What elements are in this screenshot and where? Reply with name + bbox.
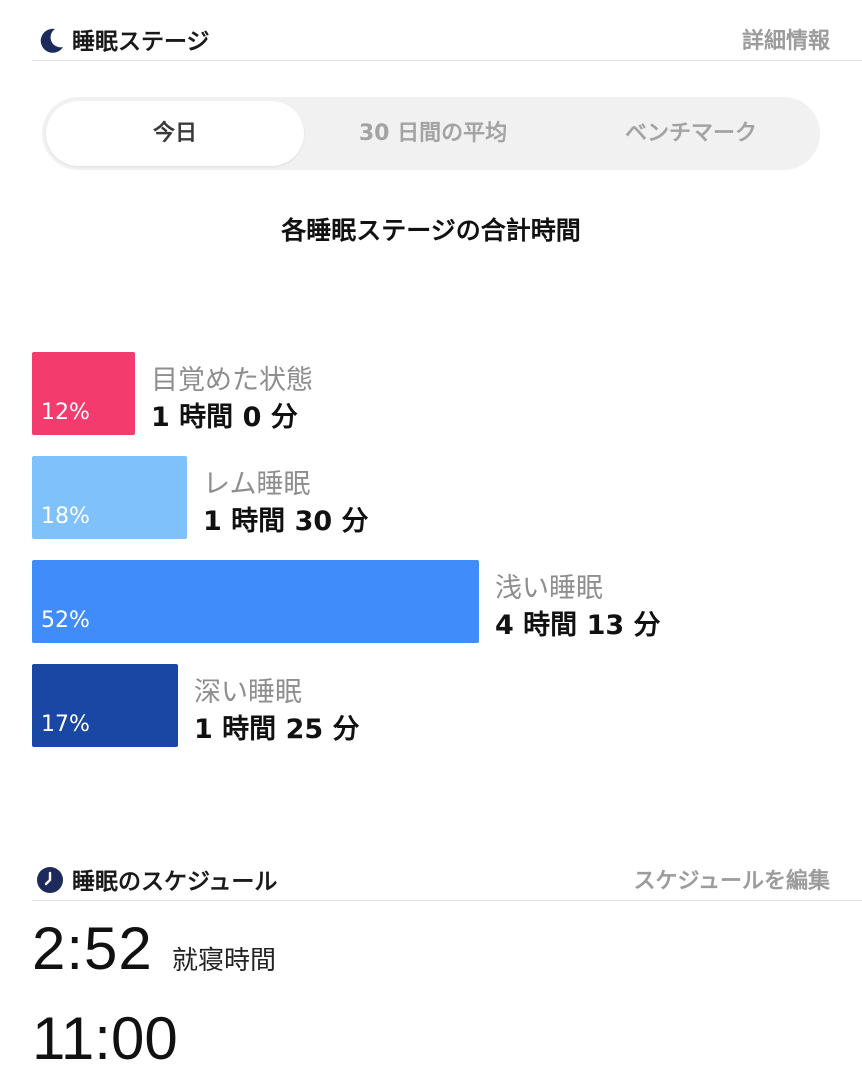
- section-title: 睡眠のスケジュール: [72, 869, 278, 895]
- bar-awake: 12%: [32, 352, 135, 435]
- stage-label-deep: 深い睡眠: [194, 677, 302, 708]
- stage-label-rem: レム睡眠: [203, 469, 311, 500]
- edit-schedule-link[interactable]: スケジュールを編集: [633, 869, 830, 894]
- bedtime-value: 2:52: [32, 915, 153, 982]
- bar-percent-label: 17%: [41, 712, 90, 737]
- moon-icon: [36, 26, 66, 60]
- stage-duration-awake: 1 時間 0 分: [151, 402, 298, 433]
- bedtime-label: 就寝時間: [172, 946, 277, 976]
- stage-label-light: 浅い睡眠: [495, 573, 603, 604]
- chart-title: 各睡眠ステージの合計時間: [281, 216, 581, 245]
- tab-30-day-average[interactable]: 30 日間の平均: [358, 121, 508, 146]
- sleep-stages-header: 睡眠ステージ 詳細情報: [32, 0, 862, 61]
- waketime-value: 11:00: [32, 1005, 178, 1072]
- stage-label-awake: 目覚めた状態: [151, 365, 313, 396]
- bar-percent-label: 18%: [41, 504, 90, 529]
- bar-rem: 18%: [32, 456, 187, 539]
- sleep-schedule-header: 睡眠のスケジュール スケジュールを編集: [32, 840, 862, 901]
- tab-benchmark[interactable]: ベンチマーク: [624, 121, 757, 146]
- details-link[interactable]: 詳細情報: [741, 29, 830, 54]
- active-tab-indicator: [46, 101, 304, 166]
- stage-duration-light: 4 時間 13 分: [495, 610, 661, 641]
- stage-duration-rem: 1 時間 30 分: [203, 506, 369, 537]
- bar-light: 52%: [32, 560, 479, 643]
- period-tabs: 今日 30 日間の平均 ベンチマーク: [42, 97, 820, 170]
- tab-today[interactable]: 今日: [152, 121, 197, 146]
- bar-percent-label: 12%: [41, 400, 90, 425]
- bar-percent-label: 52%: [41, 608, 90, 633]
- clock-icon: [36, 866, 64, 898]
- section-title: 睡眠ステージ: [72, 29, 210, 55]
- bar-deep: 17%: [32, 664, 178, 747]
- stage-duration-deep: 1 時間 25 分: [194, 714, 360, 745]
